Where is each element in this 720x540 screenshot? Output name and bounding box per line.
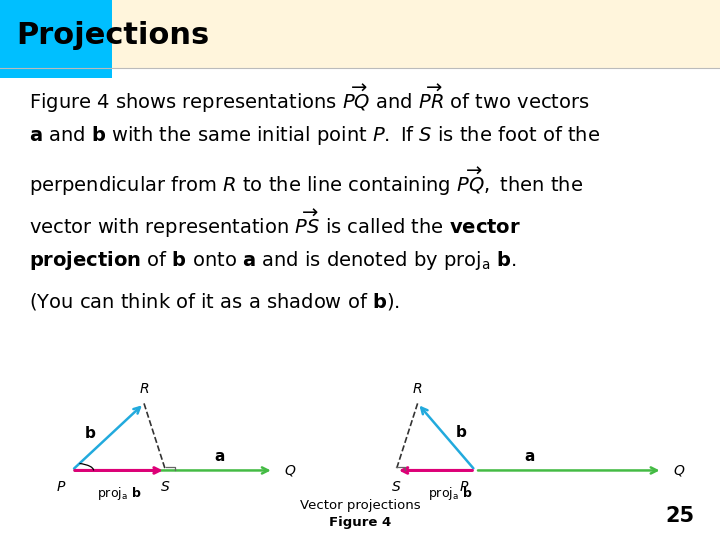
Text: $Q$: $Q$ — [284, 463, 297, 478]
Text: $P$: $P$ — [56, 481, 66, 495]
Text: $\mathbf{a}$: $\mathbf{a}$ — [214, 449, 225, 464]
Text: $\mathbf{b}$: $\mathbf{b}$ — [454, 424, 467, 440]
Text: $R$: $R$ — [139, 382, 149, 396]
Text: Vector projections: Vector projections — [300, 499, 420, 512]
Text: (You can think of it as a shadow of $\mathbf{b}$).: (You can think of it as a shadow of $\ma… — [29, 291, 400, 312]
Text: Figure 4 shows representations $\overrightarrow{PQ}$ and $\overrightarrow{PR}$ o: Figure 4 shows representations $\overrig… — [29, 83, 590, 115]
Text: vector with representation $\overrightarrow{PS}$ is called the $\bf{vector}$: vector with representation $\overrightar… — [29, 207, 521, 240]
Text: perpendicular from $R$ to the line containing $\overrightarrow{PQ},$ then the: perpendicular from $R$ to the line conta… — [29, 166, 583, 198]
Text: $\mathrm{proj_a}\ \mathbf{b}$: $\mathrm{proj_a}\ \mathbf{b}$ — [428, 485, 472, 502]
Text: $\mathbf{a}$ and $\mathbf{b}$ with the same initial point $P.$ If $S$ is the foo: $\mathbf{a}$ and $\mathbf{b}$ with the s… — [29, 124, 600, 147]
Text: $\mathrm{proj_a}\ \mathbf{b}$: $\mathrm{proj_a}\ \mathbf{b}$ — [96, 485, 141, 502]
Text: $R$: $R$ — [413, 382, 423, 396]
Text: $S$: $S$ — [391, 481, 401, 495]
Text: Projections: Projections — [16, 21, 209, 50]
Text: $P$: $P$ — [459, 481, 469, 495]
Text: Figure 4: Figure 4 — [329, 516, 391, 529]
Text: 25: 25 — [666, 507, 695, 526]
Text: $\mathbf{b}$: $\mathbf{b}$ — [84, 425, 96, 441]
Text: $S$: $S$ — [161, 481, 171, 495]
Text: $\bf{projection}$ of $\mathbf{b}$ onto $\mathbf{a}$ and is denoted by $\mathrm{p: $\bf{projection}$ of $\mathbf{b}$ onto $… — [29, 249, 516, 272]
Text: $\mathbf{a}$: $\mathbf{a}$ — [523, 449, 535, 464]
Text: $Q$: $Q$ — [673, 463, 685, 478]
